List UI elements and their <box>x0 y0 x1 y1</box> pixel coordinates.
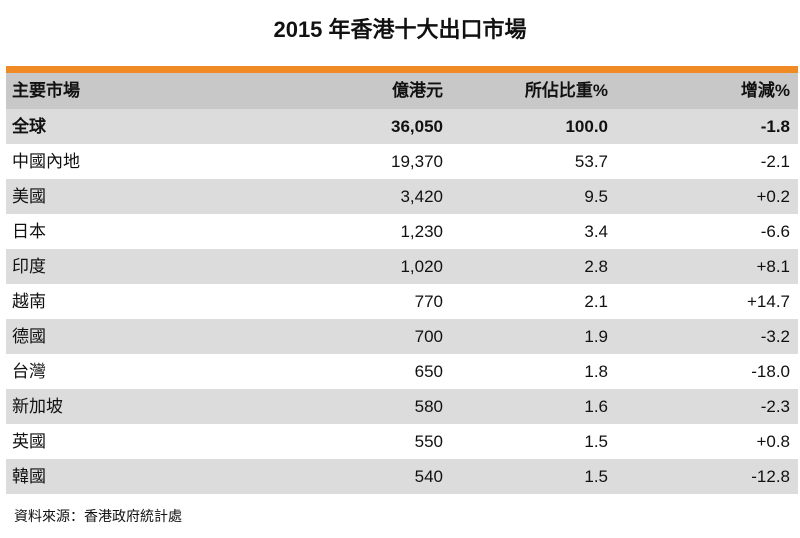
table-row: 全球 36,050 100.0 -1.8 <box>6 109 798 144</box>
cell-share: 1.5 <box>443 424 608 459</box>
source-note: 資料來源：香港政府統計處 <box>14 508 182 524</box>
table-row: 韓國 540 1.5 -12.8 <box>6 459 798 494</box>
cell-share: 1.8 <box>443 354 608 389</box>
cell-share: 100.0 <box>443 109 608 144</box>
data-table: 主要市場 億港元 所佔比重% 增減% 全球 36,050 100.0 -1.8 … <box>6 73 798 494</box>
cell-change: -3.2 <box>608 319 798 354</box>
table-row: 英國 550 1.5 +0.8 <box>6 424 798 459</box>
cell-value: 700 <box>292 319 443 354</box>
cell-market: 台灣 <box>6 354 292 389</box>
cell-market: 新加坡 <box>6 389 292 424</box>
cell-value: 3,420 <box>292 179 443 214</box>
cell-change: +0.2 <box>608 179 798 214</box>
table-body: 全球 36,050 100.0 -1.8 中國內地 19,370 53.7 -2… <box>6 109 798 494</box>
table-title: 2015 年香港十大出口市場 <box>273 17 527 42</box>
cell-share: 53.7 <box>443 144 608 179</box>
cell-value: 1,230 <box>292 214 443 249</box>
cell-change: -2.3 <box>608 389 798 424</box>
cell-change: +0.8 <box>608 424 798 459</box>
cell-change: +14.7 <box>608 284 798 319</box>
cell-change: +8.1 <box>608 249 798 284</box>
cell-change: -18.0 <box>608 354 798 389</box>
header-market: 主要市場 <box>6 73 292 109</box>
cell-value: 770 <box>292 284 443 319</box>
cell-value: 650 <box>292 354 443 389</box>
cell-change: -6.6 <box>608 214 798 249</box>
header-share: 所佔比重% <box>443 73 608 109</box>
cell-value: 19,370 <box>292 144 443 179</box>
cell-market: 英國 <box>6 424 292 459</box>
cell-value: 1,020 <box>292 249 443 284</box>
cell-value: 36,050 <box>292 109 443 144</box>
table-row: 印度 1,020 2.8 +8.1 <box>6 249 798 284</box>
cell-market: 中國內地 <box>6 144 292 179</box>
cell-share: 9.5 <box>443 179 608 214</box>
header-value: 億港元 <box>292 73 443 109</box>
cell-change: -1.8 <box>608 109 798 144</box>
header-row: 主要市場 億港元 所佔比重% 增減% <box>6 73 798 109</box>
cell-share: 3.4 <box>443 214 608 249</box>
cell-value: 550 <box>292 424 443 459</box>
cell-share: 1.9 <box>443 319 608 354</box>
cell-market: 日本 <box>6 214 292 249</box>
cell-market: 越南 <box>6 284 292 319</box>
table-row: 日本 1,230 3.4 -6.6 <box>6 214 798 249</box>
table-row: 美國 3,420 9.5 +0.2 <box>6 179 798 214</box>
table-row: 越南 770 2.1 +14.7 <box>6 284 798 319</box>
cell-value: 540 <box>292 459 443 494</box>
cell-change: -12.8 <box>608 459 798 494</box>
header-change: 增減% <box>608 73 798 109</box>
table-row: 德國 700 1.9 -3.2 <box>6 319 798 354</box>
cell-share: 1.5 <box>443 459 608 494</box>
cell-market: 美國 <box>6 179 292 214</box>
export-markets-table: 主要市場 億港元 所佔比重% 增減% 全球 36,050 100.0 -1.8 … <box>6 66 798 494</box>
table-row: 台灣 650 1.8 -18.0 <box>6 354 798 389</box>
cell-market: 韓國 <box>6 459 292 494</box>
cell-market: 印度 <box>6 249 292 284</box>
cell-share: 2.8 <box>443 249 608 284</box>
table-row: 中國內地 19,370 53.7 -2.1 <box>6 144 798 179</box>
cell-share: 2.1 <box>443 284 608 319</box>
cell-change: -2.1 <box>608 144 798 179</box>
accent-bar <box>6 66 798 73</box>
table-row: 新加坡 580 1.6 -2.3 <box>6 389 798 424</box>
cell-share: 1.6 <box>443 389 608 424</box>
cell-market: 德國 <box>6 319 292 354</box>
cell-value: 580 <box>292 389 443 424</box>
cell-market: 全球 <box>6 109 292 144</box>
